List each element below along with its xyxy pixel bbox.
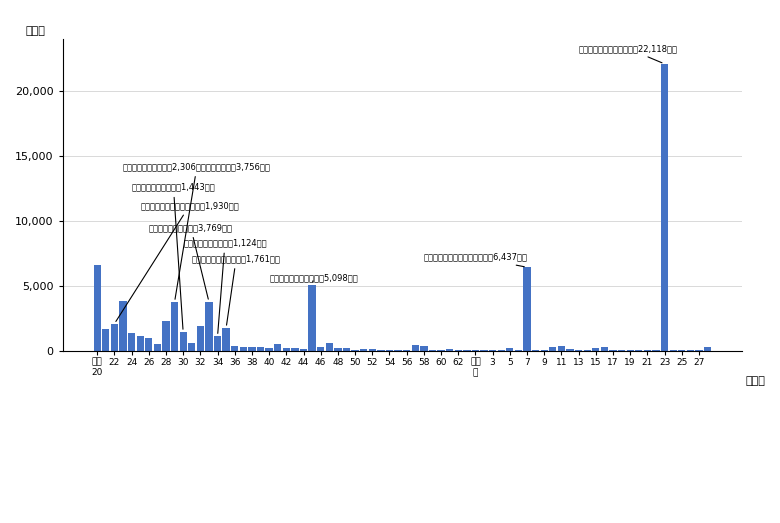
Bar (154, 344, 161, 351)
Bar (704, 347, 711, 351)
Bar (635, 350, 643, 351)
Bar (128, 333, 135, 351)
Bar (455, 350, 462, 351)
Bar (335, 348, 342, 351)
Bar (102, 329, 109, 351)
Bar (558, 346, 565, 351)
Bar (136, 336, 144, 351)
Bar (386, 350, 393, 351)
Bar (308, 285, 316, 351)
Bar (472, 350, 479, 351)
Bar (188, 343, 196, 351)
Bar (265, 348, 273, 351)
Bar (489, 350, 496, 351)
Bar (506, 348, 513, 351)
Bar (695, 349, 703, 351)
Bar (231, 346, 239, 351)
Bar (566, 349, 573, 351)
Bar (686, 349, 694, 351)
Bar (403, 350, 410, 351)
Text: 主な災害：洞爺丸台風（1,761人）: 主な災害：洞爺丸台風（1,761人） (192, 254, 281, 325)
Bar (498, 350, 505, 351)
Bar (360, 348, 367, 351)
Bar (300, 349, 307, 351)
Bar (532, 350, 539, 351)
Bar (583, 350, 591, 351)
Text: 主な災害：東日本大震災（22,118人）: 主な災害：東日本大震災（22,118人） (579, 44, 678, 63)
Bar (669, 350, 677, 351)
Bar (369, 349, 376, 351)
Text: 主な災害：三河地震（2,306人）・枕崎台風（3,756人）: 主な災害：三河地震（2,306人）・枕崎台風（3,756人） (123, 162, 271, 299)
Bar (145, 338, 152, 351)
Bar (352, 349, 359, 351)
Bar (592, 348, 600, 351)
Text: （年）: （年） (746, 376, 765, 385)
Bar (446, 349, 453, 351)
Bar (601, 347, 608, 351)
Bar (395, 349, 402, 351)
Bar (111, 324, 118, 351)
Bar (214, 336, 222, 351)
Text: 主な災害：阪神・淡路大震災（6,437人）: 主な災害：阪神・淡路大震災（6,437人） (424, 253, 528, 267)
Bar (222, 328, 230, 351)
Bar (541, 350, 548, 351)
Bar (248, 347, 256, 351)
Text: 主な災害：カスリーン台風（1,930人）: 主な災害：カスリーン台風（1,930人） (116, 201, 239, 322)
Bar (179, 332, 187, 351)
Bar (257, 347, 264, 351)
Bar (317, 347, 324, 351)
Text: 主な災害：南海地震（1,443人）: 主な災害：南海地震（1,443人） (132, 183, 215, 329)
Bar (523, 267, 530, 351)
Text: （人）: （人） (25, 26, 45, 37)
Bar (420, 346, 427, 351)
Bar (239, 347, 247, 351)
Bar (678, 350, 686, 351)
Bar (282, 347, 290, 351)
Bar (429, 350, 436, 351)
Bar (575, 349, 582, 351)
Bar (291, 348, 299, 351)
Bar (549, 347, 556, 351)
Bar (618, 350, 626, 351)
Bar (378, 349, 385, 351)
Bar (205, 302, 213, 351)
Bar (661, 64, 668, 351)
Bar (644, 350, 651, 351)
Bar (326, 343, 333, 351)
Bar (480, 350, 488, 351)
Bar (94, 265, 101, 351)
Bar (162, 321, 169, 351)
Bar (609, 349, 617, 351)
Bar (274, 344, 282, 351)
Bar (197, 326, 204, 351)
Text: 主な災害：狩野地震（3,769人）: 主な災害：狩野地震（3,769人） (149, 223, 232, 299)
Text: 主な災害：伊勢湾台風（5,098人）: 主な災害：伊勢湾台風（5,098人） (269, 274, 358, 282)
Bar (412, 345, 419, 351)
Text: 主な災害：南紀豪雨（1,124人）: 主な災害：南紀豪雨（1,124人） (183, 238, 267, 333)
Bar (171, 302, 178, 351)
Bar (438, 350, 445, 351)
Bar (343, 348, 350, 351)
Bar (119, 301, 126, 351)
